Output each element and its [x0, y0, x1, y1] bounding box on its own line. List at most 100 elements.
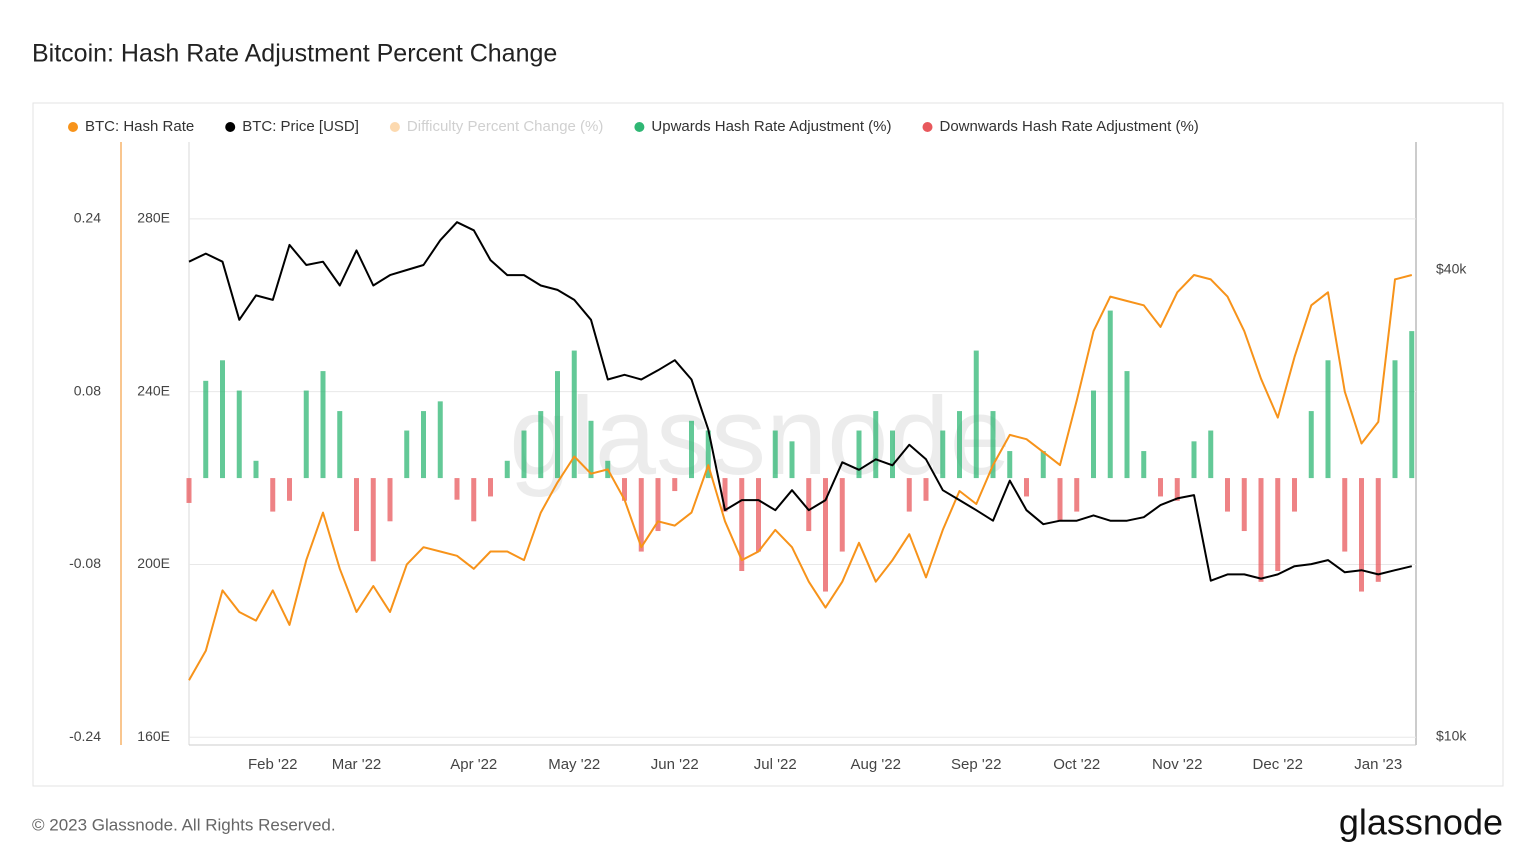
x-tick-label: Apr '22 [450, 756, 497, 773]
bar [672, 478, 678, 492]
y2-tick-label: 240E [137, 382, 170, 398]
bar [756, 478, 761, 552]
bar [1375, 478, 1381, 582]
x-tick-label: Dec '22 [1253, 756, 1303, 773]
bar [1241, 478, 1247, 532]
bar [1409, 331, 1415, 479]
y-tick-label: -0.08 [69, 555, 101, 571]
legend-marker [922, 122, 933, 132]
x-tick-label: Oct '22 [1053, 756, 1100, 773]
bar [957, 411, 962, 479]
y2-tick-label: 200E [137, 555, 170, 571]
bar [1174, 478, 1180, 501]
x-tick-label: Jul '22 [754, 756, 797, 773]
chart-title: Bitcoin: Hash Rate Adjustment Percent Ch… [32, 40, 557, 68]
y-tick-label: 0.08 [74, 382, 101, 398]
legend-marker [225, 122, 236, 132]
line [188, 274, 1413, 681]
bar [906, 478, 912, 512]
y2-tick-label: 160E [137, 728, 170, 744]
y3-tick-label: $10k [1436, 728, 1467, 744]
bar [1024, 478, 1029, 497]
x-tick-label: Jun '22 [651, 756, 699, 773]
bar [789, 441, 795, 479]
bar [722, 478, 728, 512]
bar [1225, 478, 1230, 512]
y3-tick-label: $40k [1436, 261, 1467, 277]
legend-label: BTC: Price [USD] [242, 118, 359, 135]
bar [856, 430, 862, 479]
bar [638, 478, 644, 552]
bar [873, 411, 879, 479]
bar [253, 460, 259, 479]
bar [404, 430, 410, 479]
bar [471, 478, 477, 522]
bar [203, 380, 209, 479]
bar [1191, 441, 1197, 479]
bar [1275, 478, 1281, 572]
y-tick-label: 0.24 [74, 209, 101, 225]
bar [337, 411, 343, 479]
bar [772, 430, 778, 479]
bar [1342, 478, 1348, 552]
bar [571, 350, 577, 479]
legend-marker [68, 122, 78, 132]
bar [387, 478, 393, 522]
x-tick-label: Jan '23 [1354, 756, 1402, 773]
bar [1040, 451, 1046, 479]
legend-label: Difficulty Percent Change (%) [407, 118, 603, 135]
bar [555, 371, 560, 479]
bar [1141, 451, 1147, 479]
bar [454, 478, 460, 500]
bar [287, 478, 292, 501]
x-tick-label: Feb '22 [248, 756, 298, 773]
x-tick-label: Sep '22 [951, 756, 1001, 773]
bar [806, 478, 812, 532]
bar [488, 478, 493, 497]
bar [1007, 451, 1013, 479]
bar [504, 460, 510, 479]
bar [220, 360, 225, 479]
bar [1158, 478, 1163, 497]
bar [1074, 478, 1080, 512]
bar [320, 371, 326, 479]
bar [354, 478, 359, 532]
x-tick-label: Mar '22 [332, 756, 382, 773]
bar [1308, 411, 1314, 479]
bar [1091, 390, 1096, 479]
bar [370, 478, 376, 562]
legend-marker [389, 122, 400, 132]
bar [839, 478, 845, 552]
line [188, 221, 1413, 582]
bar [705, 430, 711, 479]
bar [1107, 310, 1113, 479]
bar [622, 478, 627, 501]
bar [538, 411, 544, 479]
bar [890, 430, 895, 479]
bar [973, 350, 979, 479]
y-tick-label: -0.24 [69, 728, 101, 744]
bar [1359, 478, 1364, 592]
bar [437, 401, 443, 479]
bar [990, 411, 996, 479]
bar [236, 390, 242, 479]
legend-marker [634, 122, 645, 132]
chart-frame [32, 102, 1504, 787]
bar [1258, 478, 1264, 582]
bar [739, 478, 745, 572]
x-tick-label: Nov '22 [1152, 756, 1202, 773]
bar [303, 390, 309, 479]
bar [1057, 478, 1063, 522]
bar [421, 411, 426, 479]
bar [1292, 478, 1297, 512]
bar [689, 420, 694, 479]
y2-tick-label: 280E [137, 210, 170, 226]
legend-label: Upwards Hash Rate Adjustment (%) [651, 118, 891, 135]
logo: glassnode [1339, 802, 1503, 843]
bar [521, 430, 527, 479]
bar [823, 478, 828, 592]
x-tick-label: May '22 [548, 756, 600, 773]
bar [1325, 360, 1331, 479]
bar [923, 478, 929, 501]
